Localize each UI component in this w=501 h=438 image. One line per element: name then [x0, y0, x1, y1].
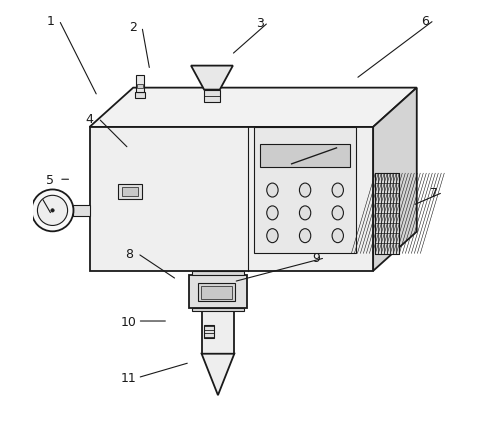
Text: 8: 8 [125, 247, 133, 260]
Ellipse shape [266, 229, 278, 243]
Bar [191, 271, 244, 276]
Polygon shape [201, 354, 234, 395]
Bar [189, 276, 246, 308]
Ellipse shape [299, 206, 310, 220]
Ellipse shape [332, 229, 343, 243]
Text: 3: 3 [256, 17, 263, 30]
Ellipse shape [332, 184, 343, 198]
Text: 2: 2 [129, 21, 137, 34]
Circle shape [38, 196, 68, 226]
Circle shape [32, 190, 73, 232]
Polygon shape [191, 67, 232, 90]
Bar [197, 284, 234, 302]
Ellipse shape [266, 184, 278, 198]
Ellipse shape [332, 206, 343, 220]
Text: 11: 11 [121, 371, 136, 384]
Bar [201, 271, 234, 354]
Ellipse shape [266, 206, 278, 220]
Bar [260, 145, 349, 168]
Text: 9: 9 [312, 252, 320, 265]
Text: 1: 1 [46, 14, 54, 28]
Ellipse shape [299, 229, 310, 243]
Bar [200, 286, 231, 300]
Ellipse shape [299, 184, 310, 198]
Text: 10: 10 [121, 315, 137, 328]
Text: 6: 6 [421, 14, 428, 28]
Bar [135, 93, 145, 99]
Bar [375, 173, 398, 254]
Bar [254, 127, 355, 254]
Text: 4: 4 [86, 113, 93, 125]
Bar [204, 90, 219, 102]
Bar [121, 187, 138, 196]
Bar [191, 308, 244, 312]
Bar [73, 206, 89, 216]
Text: 5: 5 [46, 173, 54, 186]
Bar [118, 184, 142, 199]
Bar [135, 76, 144, 93]
Polygon shape [89, 88, 416, 127]
Bar [204, 325, 213, 339]
Circle shape [51, 209, 54, 212]
Polygon shape [89, 127, 372, 271]
Polygon shape [372, 88, 416, 271]
Bar [137, 85, 143, 89]
Text: 7: 7 [429, 187, 437, 199]
